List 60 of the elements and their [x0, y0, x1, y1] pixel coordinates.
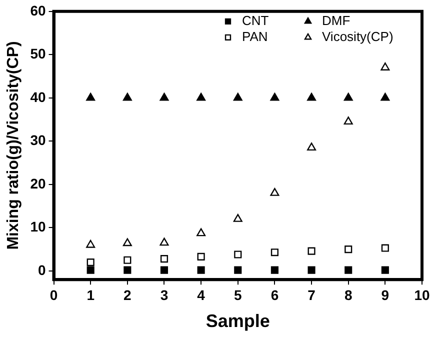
y-tick-label: 30 — [30, 132, 46, 148]
point — [344, 92, 353, 101]
x-tick-label: 6 — [270, 286, 279, 303]
legend-label: CNT — [242, 12, 269, 28]
point — [86, 258, 94, 266]
x-tick-label: 7 — [308, 286, 316, 303]
point — [124, 256, 132, 264]
point — [122, 92, 132, 101]
point — [122, 238, 132, 246]
point — [233, 214, 242, 222]
y-tick-label: 20 — [30, 175, 46, 192]
y-tick-label: 10 — [30, 218, 46, 235]
legend-label: DMF — [322, 12, 350, 28]
y-tick-label: 0 — [38, 262, 46, 278]
point — [270, 266, 278, 274]
point — [307, 92, 316, 101]
legend-label: Vicosity(CP) — [322, 28, 394, 44]
point — [307, 142, 316, 151]
point — [160, 238, 169, 246]
point — [381, 244, 389, 252]
y-tick-label: 40 — [30, 88, 46, 105]
point — [197, 252, 205, 260]
y-axis-title: Mixing ratio(g)/Vicosity(CP) — [5, 41, 22, 250]
point — [270, 92, 280, 101]
point — [234, 250, 242, 258]
point — [344, 246, 352, 254]
x-axis-title: Sample — [206, 311, 270, 332]
x-tick-label: 10 — [414, 286, 430, 303]
point — [196, 228, 206, 236]
y-tick-label: 50 — [30, 46, 46, 62]
point — [196, 92, 206, 101]
y-tick-label: 60 — [30, 2, 46, 18]
point — [270, 248, 278, 256]
x-tick-label: 0 — [50, 286, 58, 303]
point — [234, 266, 242, 274]
point — [270, 188, 280, 196]
point — [160, 92, 169, 101]
point — [160, 266, 168, 274]
point — [344, 116, 353, 125]
point — [308, 247, 316, 255]
point — [381, 266, 389, 274]
point — [86, 266, 94, 274]
point — [380, 92, 390, 101]
x-tick-label: 8 — [344, 286, 352, 303]
point — [197, 266, 205, 274]
point — [308, 266, 316, 274]
x-tick-label: 2 — [124, 286, 132, 303]
legend-label: PAN — [242, 28, 268, 44]
x-tick-label: 1 — [86, 286, 95, 303]
point — [160, 255, 168, 263]
x-tick-label: 5 — [234, 286, 242, 303]
x-tick-label: 9 — [381, 286, 390, 303]
point — [86, 240, 96, 248]
x-tick-label: 3 — [160, 286, 168, 303]
point — [124, 266, 132, 274]
point — [233, 92, 242, 101]
point — [380, 62, 390, 70]
point — [86, 92, 96, 101]
point — [344, 266, 352, 274]
x-tick-label: 4 — [197, 286, 206, 303]
